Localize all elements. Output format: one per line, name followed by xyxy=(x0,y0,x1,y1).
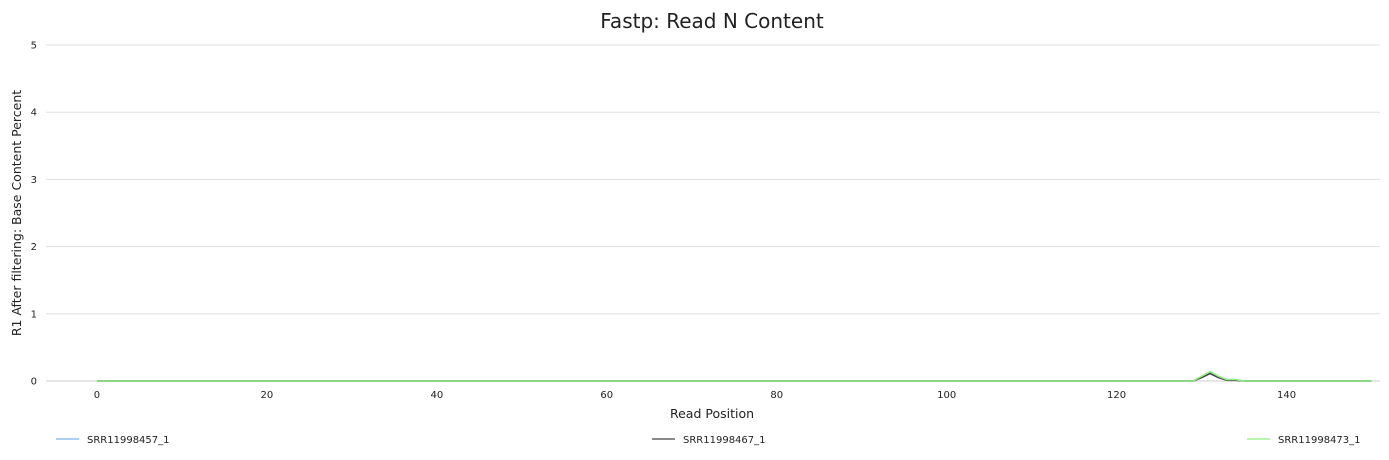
x-tick-label: 100 xyxy=(937,390,956,401)
x-tick-label: 0 xyxy=(94,390,100,401)
legend-label: SRR11998457_1 xyxy=(87,435,170,446)
y-axis-label: R1 After filtering: Base Content Percent xyxy=(9,90,24,336)
x-axis-label: Read Position xyxy=(670,406,754,421)
y-tick-label: 2 xyxy=(31,242,37,253)
x-tick-label: 80 xyxy=(770,390,783,401)
y-tick-label: 1 xyxy=(31,309,37,320)
y-tick-label: 5 xyxy=(31,41,37,52)
x-tick-label: 20 xyxy=(261,390,274,401)
chart-title: Fastp: Read N Content xyxy=(600,9,824,33)
x-tick-label: 120 xyxy=(1107,390,1126,401)
x-tick-label: 40 xyxy=(430,390,443,401)
x-tick-label: 140 xyxy=(1277,390,1296,401)
x-tick-label: 60 xyxy=(600,390,613,401)
y-tick-label: 0 xyxy=(31,377,37,388)
y-tick-label: 4 xyxy=(31,108,37,119)
legend-label: SRR11998473_1 xyxy=(1278,435,1361,446)
y-tick-label: 3 xyxy=(31,175,37,186)
legend-label: SRR11998467_1 xyxy=(683,435,766,446)
